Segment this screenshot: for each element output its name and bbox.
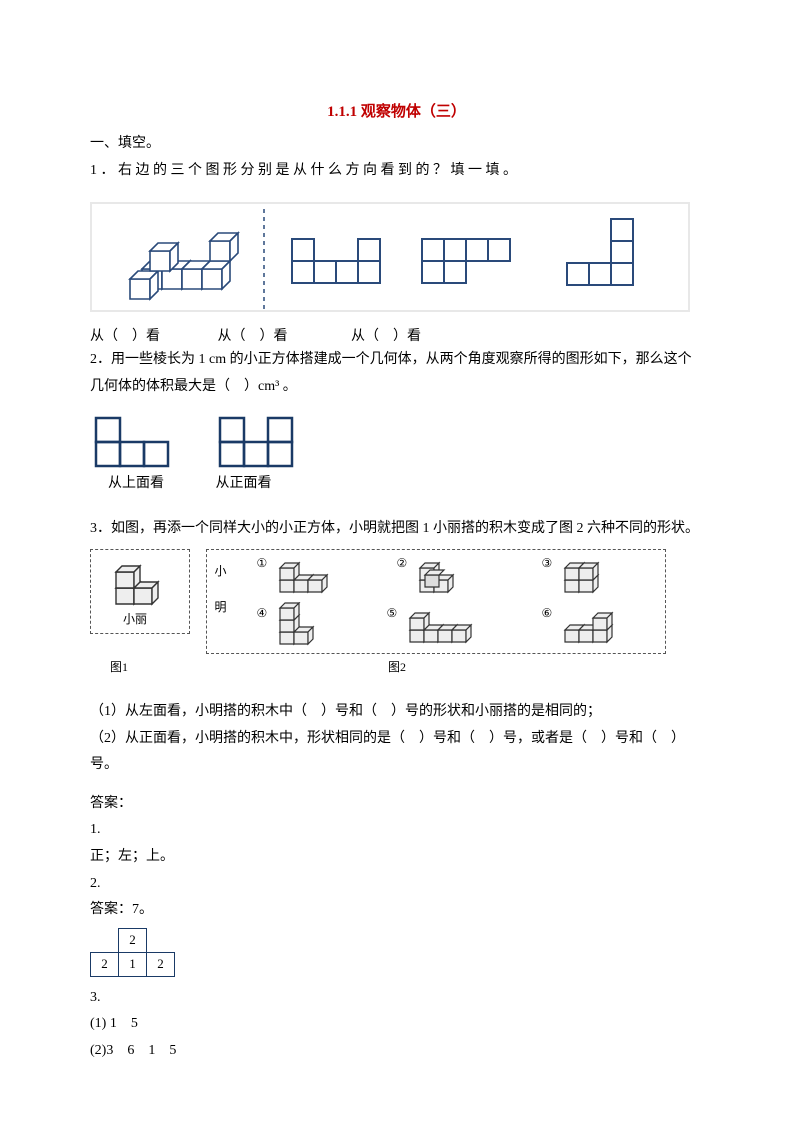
ans-2-num: 2. [90,871,703,898]
q3-circ-4: ④ [257,606,268,621]
q3-xiaoli-label: 小丽 [123,610,147,627]
q1-3d-shape [102,209,252,304]
ans-3-sub2: (2)3 6 1 5 [90,1038,703,1065]
q3-circ-3: ③ [542,556,553,571]
q1-text: 1 ． 右 边 的 三 个 图 形 分 别 是 从 什 么 方 向 看 到 的 … [90,158,703,185]
document-title: 1.1.1 观察物体（三） [90,100,703,121]
q3-shape-1 [272,556,342,596]
q3-circ-6: ⑥ [542,606,553,621]
q3-fig1-label: 图1 [110,658,128,675]
q3-fig2-box: 小 明 ① ② ③ [206,549,666,654]
q3-fig2-label: 图2 [388,658,406,675]
section-heading: 一、填空。 [90,131,703,158]
q2-text: 2．用一些棱长为 1 cm 的小正方体搭建成一个几何体，从两个角度观察所得的图形… [90,347,703,400]
ans-1-text: 正；左；上。 [90,844,703,871]
q3-shape-6 [557,606,627,646]
q3-xm-label-2: 明 [215,598,227,615]
ans-2-text: 答案：7。 [90,897,703,924]
q3-circ-2: ② [397,556,408,571]
ans-3-sub1: (1) 1 5 [90,1011,703,1038]
ans-1-num: 1. [90,817,703,844]
q3-shape-4 [272,602,342,647]
dashed-separator [260,209,268,309]
q3-xiaoli-shape [106,558,176,608]
table-cell: 2 [119,928,147,952]
q3-figure: 小丽 小 明 ① ② [90,549,703,675]
q2-front-view [216,414,316,470]
ans-3-num: 3. [90,985,703,1012]
table-cell: 2 [147,952,175,976]
table-cell: 1 [119,952,147,976]
q3-shape-5 [402,606,487,646]
q1-caption-3: 从（ ）看 [351,325,421,345]
q3-fig1-box: 小丽 [90,549,190,634]
q1-figure [90,202,703,317]
q1-caption-2: 从（ ）看 [218,325,288,345]
q3-xm-label-1: 小 [215,562,227,579]
q1-caption-1: 从（ ）看 [90,325,160,345]
q2-figure: 从上面看 从正面看 [90,414,703,492]
q2-top-view [92,414,192,470]
q2-caption-1: 从上面看 [108,472,164,492]
answers-heading: 答案： [90,791,703,818]
q1-captions: 从（ ）看 从（ ）看 从（ ）看 [90,325,703,345]
q3-circ-1: ① [257,556,268,571]
table-cell: 2 [91,952,119,976]
answers-block: 答案： 1. 正；左；上。 2. 答案：7。 2 2 1 2 3. (1) 1 … [90,791,703,1065]
q3-text: 3．如图，再添一个同样大小的小正方体，小明就把图 1 小丽搭的积木变成了图 2 … [90,516,703,543]
q3-sub2: （2）从正面看，小明搭的积木中，形状相同的是（ ）号和（ ）号，或者是（ ）号和… [90,726,703,779]
q3-shape-2 [412,556,482,596]
q3-sub1: （1）从左面看，小明搭的积木中（ ）号和（ ）号的形状和小丽搭的是相同的； [90,699,703,726]
q1-flat-1 [287,234,397,294]
q1-flat-3 [562,214,652,294]
answer-table: 2 2 1 2 [90,928,203,977]
page: 1.1.1 观察物体（三） 一、填空。 1 ． 右 边 的 三 个 图 形 分 … [0,0,793,1125]
q1-flat-2 [417,234,527,294]
q3-shape-3 [557,556,627,596]
q3-circ-5: ⑤ [387,606,398,621]
q2-caption-2: 从正面看 [216,472,272,492]
